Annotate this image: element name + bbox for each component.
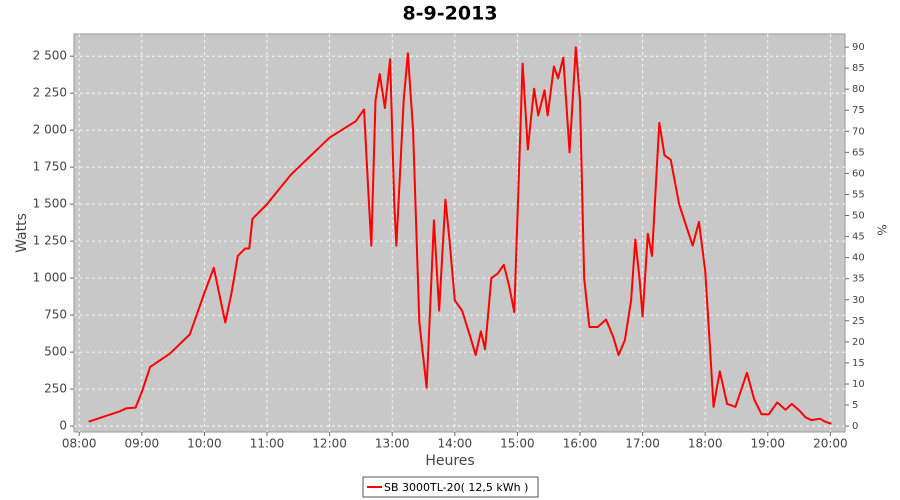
data-line: [88, 46, 832, 425]
y2-tick-label: 90: [852, 42, 865, 53]
x-tick-label: 18:00: [688, 437, 723, 451]
y2-tick-label: 45: [852, 232, 865, 243]
legend-label: SB 3000TL-20( 12,5 kWh ): [384, 481, 528, 494]
x-tick-label: 10:00: [187, 437, 222, 451]
legend: [362, 476, 539, 498]
x-tick-label: 16:00: [563, 437, 598, 451]
y-tick-label: 2 500: [33, 49, 67, 63]
x-tick-label: 09:00: [125, 437, 160, 451]
y-tick-label: 2 000: [33, 123, 67, 137]
y2-tick-label: 35: [852, 274, 865, 285]
x-axis-label: Heures: [425, 453, 474, 469]
x-tick-label: 17:00: [625, 437, 660, 451]
x-tick-label: 08:00: [62, 437, 97, 451]
y2-axis-label: %: [875, 224, 889, 235]
y-tick-label: 750: [44, 308, 67, 322]
y2-tick-label: 0: [852, 421, 858, 432]
y2-tick-label: 55: [852, 189, 865, 200]
y2-tick-label: 70: [852, 126, 865, 137]
y2-tick-label: 5: [852, 400, 858, 411]
y-tick-label: 1 250: [33, 234, 67, 248]
x-tick-label: 13:00: [375, 437, 410, 451]
x-tick-label: 11:00: [250, 437, 285, 451]
y2-tick-label: 85: [852, 63, 865, 74]
plot-area: [73, 33, 846, 433]
x-tick-label: 14:00: [438, 437, 473, 451]
y2-tick-label: 25: [852, 316, 865, 327]
x-tick-label: 15:00: [500, 437, 535, 451]
y2-tick-label: 10: [852, 379, 865, 390]
y-tick-label: 0: [59, 419, 67, 433]
y-tick-label: 1 750: [33, 160, 67, 174]
y-tick-label: 250: [44, 382, 67, 396]
y2-tick-label: 50: [852, 211, 865, 222]
y2-tick-label: 15: [852, 358, 865, 369]
y-tick-label: 1 000: [33, 271, 67, 285]
y-tick-label: 2 250: [33, 86, 67, 100]
x-tick-label: 19:00: [750, 437, 785, 451]
y2-tick-label: 75: [852, 105, 865, 116]
y2-tick-label: 65: [852, 147, 865, 158]
y-axis-label: Watts: [14, 213, 30, 253]
y2-tick-label: 30: [852, 295, 865, 306]
y2-tick-label: 80: [852, 84, 865, 95]
y2-tick-label: 20: [852, 337, 865, 348]
chart-title: 8-9-2013: [402, 3, 497, 25]
y2-tick-label: 60: [852, 168, 865, 179]
y-tick-label: 500: [44, 345, 67, 359]
x-tick-label: 20:00: [813, 437, 848, 451]
y2-tick-label: 40: [852, 253, 865, 264]
x-tick-label: 12:00: [312, 437, 347, 451]
y-tick-label: 1 500: [33, 197, 67, 211]
